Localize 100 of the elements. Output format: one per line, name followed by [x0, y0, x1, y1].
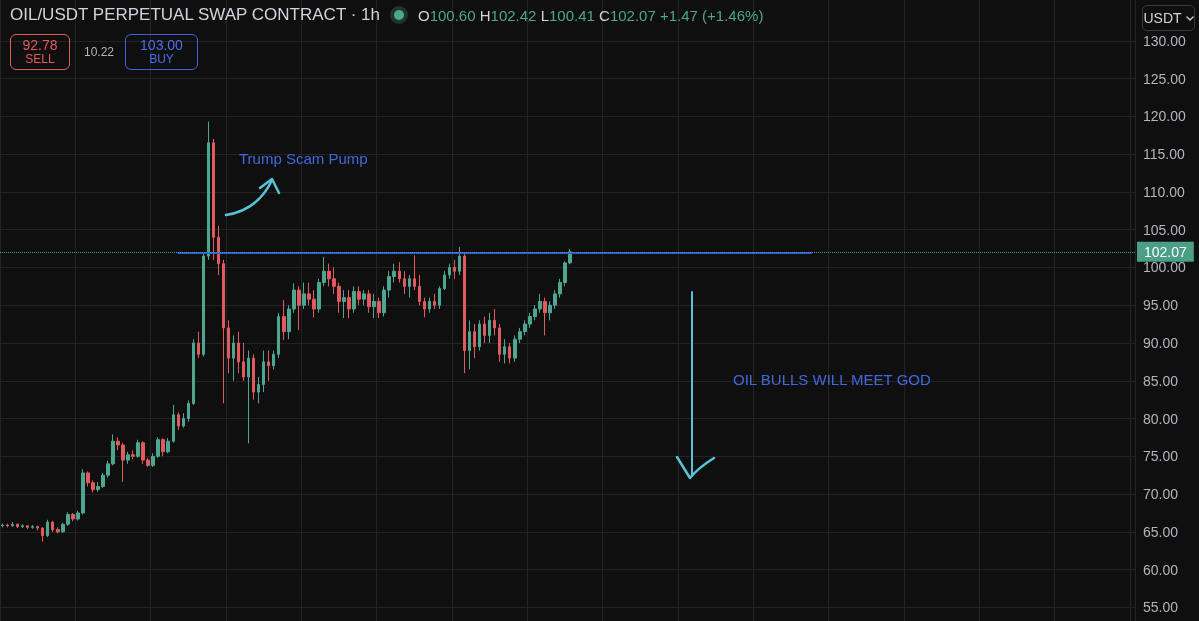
- y-tick-label: 60.00: [1143, 561, 1179, 578]
- candlestick: [212, 138, 215, 261]
- candlestick: [51, 520, 54, 533]
- y-tick-label: 75.00: [1143, 448, 1179, 465]
- candlestick: [357, 285, 361, 306]
- candlestick: [202, 251, 205, 358]
- candlestick: [242, 342, 245, 382]
- candlestick: [347, 289, 351, 319]
- candlestick: [71, 512, 75, 522]
- candlestick: [443, 270, 446, 291]
- candlestick: [508, 342, 511, 364]
- candlestick: [503, 338, 506, 364]
- candlestick: [172, 404, 175, 444]
- candlestick: [26, 524, 29, 530]
- candlestick: [177, 411, 180, 431]
- candlestick: [302, 282, 306, 310]
- y-tick-label: 120.00: [1143, 108, 1187, 125]
- candlestick: [187, 399, 190, 423]
- y-tick-label: 130.00: [1143, 32, 1187, 49]
- candlestick: [488, 312, 491, 344]
- candlestick: [458, 246, 461, 276]
- annotation: 103.00: [140, 37, 183, 54]
- candlestick: [262, 350, 265, 393]
- candlestick: [6, 523, 9, 528]
- annotation: 92.78: [22, 37, 58, 54]
- candlestick: [166, 437, 170, 454]
- candlestick: [227, 319, 230, 374]
- candlestick: [297, 285, 301, 331]
- candlestick: [453, 259, 456, 280]
- y-tick-label: 100.00: [1143, 259, 1187, 276]
- candlestick: [433, 293, 436, 310]
- candlestick: [483, 316, 486, 344]
- buy-button: 103.00 BUY: [125, 34, 198, 70]
- ref-line-label: 102.07: [1144, 243, 1188, 260]
- candlestick: [423, 297, 426, 318]
- candlestick: [372, 293, 376, 319]
- y-tick-label: 80.00: [1143, 410, 1179, 427]
- candlestick: [161, 437, 165, 457]
- candlestick: [543, 297, 547, 336]
- candlestick: [277, 312, 280, 359]
- y-tick-label: 105.00: [1143, 221, 1187, 238]
- candlestick: [352, 285, 356, 314]
- candlestick: [272, 350, 275, 370]
- candlestick: [398, 261, 401, 284]
- candlestick: [222, 259, 225, 404]
- y-tick-label: 90.00: [1143, 334, 1179, 351]
- y-tick-label: 115.00: [1143, 146, 1185, 163]
- candlestick: [16, 523, 19, 529]
- candlestick: [232, 334, 235, 382]
- y-tick-label: 95.00: [1143, 297, 1179, 314]
- candlestick: [252, 353, 255, 401]
- candlestick: [1, 523, 4, 528]
- candlestick: [56, 526, 60, 534]
- candlestick: [21, 523, 24, 529]
- candlestick: [463, 251, 466, 374]
- candlestick: [217, 225, 220, 276]
- candlestick: [498, 323, 501, 363]
- y-tick-label: 65.00: [1143, 523, 1179, 540]
- y-tick-label: 85.00: [1143, 372, 1179, 389]
- candlestick: [438, 285, 441, 310]
- candlestick: [36, 525, 39, 531]
- candlestick: [468, 319, 471, 370]
- candlestick: [428, 297, 431, 314]
- candlestick: [403, 270, 406, 295]
- y-tick-label: 55.00: [1143, 599, 1179, 616]
- text: O100.60 H102.42 L100.41 C102.07 +1.47 (+1.46%): [418, 6, 764, 24]
- candlestick: [282, 299, 286, 341]
- candlestick: [362, 289, 366, 306]
- candlestick: [473, 323, 476, 359]
- candlestick: [136, 439, 140, 459]
- candlestick: [247, 350, 250, 444]
- candlestick: [448, 263, 451, 280]
- candlestick: [257, 376, 260, 404]
- candlestick: [46, 519, 49, 538]
- candlestick: [31, 524, 34, 530]
- candlestick: [11, 521, 14, 528]
- chart-title: OIL/USDT PERPETUAL SWAP CONTRACT · 1h: [10, 5, 380, 25]
- candlestick: [192, 338, 195, 406]
- annotation: OIL BULLS WILL MEET GOD: [733, 371, 931, 388]
- y-tick-label: 110.00: [1143, 183, 1185, 200]
- candlestick: [418, 274, 421, 306]
- candlestick: [408, 274, 411, 299]
- sell-button: 92.78 SELL: [10, 34, 70, 70]
- candlestick: [367, 289, 371, 314]
- candlestick: [478, 319, 481, 352]
- candlestick: [41, 526, 44, 543]
- candlestick: [413, 254, 416, 291]
- candlestick: [182, 412, 185, 429]
- currency-dropdown: USDT: [1142, 5, 1195, 31]
- annotation: 10.22: [84, 45, 115, 59]
- annotation: SELL: [25, 52, 55, 67]
- annotation: Trump Scam Pump: [239, 150, 368, 167]
- candlestick: [377, 297, 381, 319]
- y-tick-label: 125.00: [1143, 70, 1187, 87]
- candlestick: [493, 308, 496, 336]
- candlestick: [342, 289, 346, 319]
- candlestick: [126, 451, 130, 465]
- candlestick: [267, 350, 270, 382]
- candlestick: [131, 449, 135, 460]
- candlestick: [197, 331, 200, 359]
